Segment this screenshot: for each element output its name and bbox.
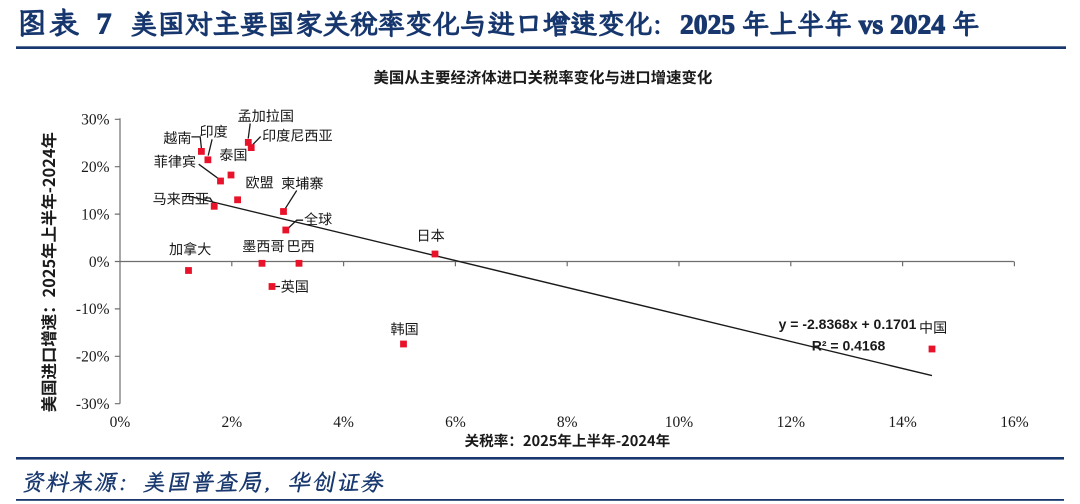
svg-text:-20%: -20% [76, 349, 110, 366]
svg-text:4%: 4% [333, 414, 354, 431]
svg-text:16%: 16% [1000, 414, 1029, 431]
svg-text:6%: 6% [445, 414, 466, 431]
svg-text:R² = 0.4168: R² = 0.4168 [812, 337, 886, 353]
svg-text:-10%: -10% [76, 301, 110, 318]
svg-text:-30%: -30% [76, 396, 110, 413]
svg-text:20%: 20% [81, 159, 110, 176]
svg-text:0%: 0% [89, 254, 110, 271]
svg-text:y = -2.8368x + 0.1701: y = -2.8368x + 0.1701 [779, 316, 917, 332]
svg-text:14%: 14% [888, 414, 917, 431]
svg-text:8%: 8% [557, 414, 578, 431]
svg-text:10%: 10% [81, 206, 110, 223]
svg-text:30%: 30% [81, 112, 110, 129]
svg-text:0%: 0% [110, 414, 131, 431]
svg-text:2%: 2% [221, 414, 242, 431]
svg-text:12%: 12% [777, 414, 806, 431]
svg-text:10%: 10% [665, 414, 694, 431]
